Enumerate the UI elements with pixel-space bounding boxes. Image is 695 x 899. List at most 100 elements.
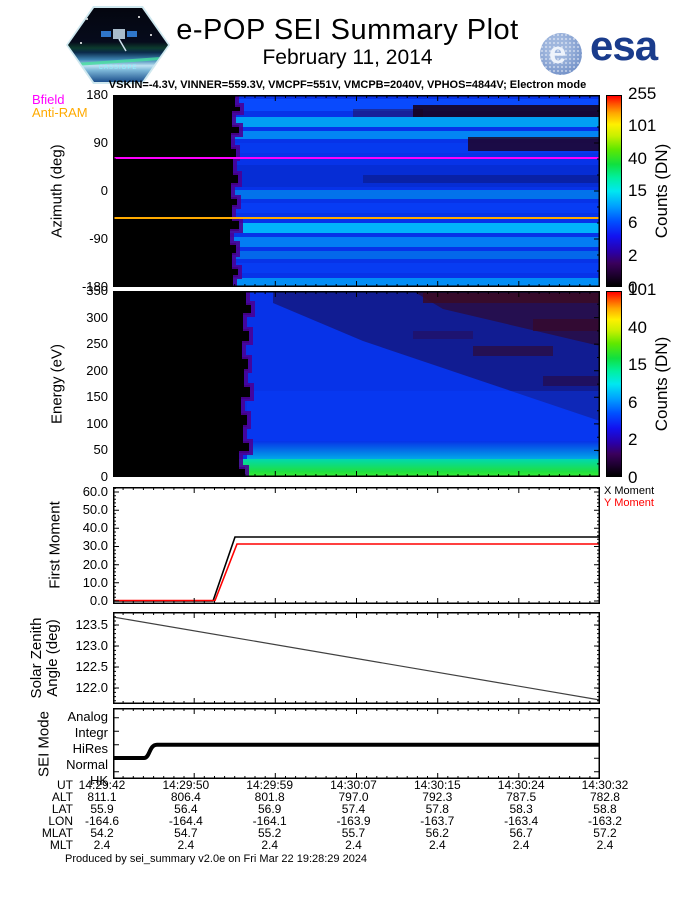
mlat-value: 55.2 <box>257 826 282 840</box>
mlat-value: 56.2 <box>425 826 449 840</box>
energy-ytick-labels: 350 300 250 200 150 100 50 0 <box>58 283 108 485</box>
first-moment-ytick: 30.0 <box>82 538 108 554</box>
first-moment-plot <box>113 487 600 604</box>
y-moment-line <box>113 543 600 602</box>
energy-ytick: 300 <box>86 309 108 325</box>
mlt-value: 2.4 <box>177 838 195 852</box>
energy-spectrogram <box>113 291 600 477</box>
lon-value: -164.6 <box>84 814 120 828</box>
lat-value: 58.8 <box>593 802 617 816</box>
ephemeris-row-values: 811.1 806.4 801.8 797.0 792.3 787.5 782.8 <box>62 791 645 803</box>
colorbar-tick: 255 <box>628 84 657 103</box>
lat-value: 56.9 <box>257 802 282 816</box>
colorbar-tick: 0 <box>628 467 638 487</box>
first-moment-ytick: 60.0 <box>82 484 108 499</box>
lat-value: 55.9 <box>90 802 114 816</box>
ephemeris-row-label: ALT <box>51 790 73 804</box>
legend-bfield: Bfield <box>32 92 65 107</box>
plot-date: February 11, 2014 <box>262 46 433 69</box>
azimuth-colorbar-ticks: 255 101 40 15 6 2 0 <box>628 84 676 297</box>
first-moment-ytick: 20.0 <box>82 556 108 572</box>
first-moment-ytick: 50.0 <box>82 502 108 518</box>
solar-zenith-ytick: 122.5 <box>75 659 108 674</box>
sei-mode-ytick: Analog <box>67 709 108 724</box>
esa-logo: e esa <box>540 22 680 76</box>
mlt-value: 2.4 <box>512 838 530 852</box>
ut-value: 14:29:50 <box>162 778 210 792</box>
solar-zenith-ytick-labels: 123.5 123.0 122.5 122.0 <box>58 617 108 696</box>
ephemeris-row-lat: LAT 55.9 56.4 56.9 57.4 57.8 58.3 58.8 <box>0 803 695 815</box>
azimuth-colorbar-label: Counts (DN) <box>652 143 671 239</box>
star-dot <box>150 34 152 36</box>
first-moment-ytick: 0.0 <box>89 592 108 608</box>
first-moment-ytick: 10.0 <box>82 574 108 590</box>
esa-logo-text: esa <box>590 22 658 69</box>
no-data-region <box>113 291 251 477</box>
sei-mode-plot <box>113 708 600 779</box>
solar-zenith-axis-label: Solar Zenith Angle (deg) <box>28 617 61 699</box>
ut-value: 14:29:42 <box>78 778 126 792</box>
lon-value: -164.4 <box>168 814 203 828</box>
energy-ytick: 200 <box>86 362 108 378</box>
energy-ytick: 100 <box>86 415 108 431</box>
alt-value: 797.0 <box>338 790 369 804</box>
colorbar-tick: 2 <box>628 245 638 265</box>
sei-mode-line <box>113 742 600 760</box>
mlat-value: 54.2 <box>90 826 114 840</box>
colorbar-tick: 2 <box>628 430 638 450</box>
sei-mode-ytick: Normal <box>66 757 108 772</box>
lat-value: 58.3 <box>509 802 533 816</box>
energy-ytick: 350 <box>86 283 108 298</box>
colorbar-tick: 6 <box>628 392 638 412</box>
ephemeris-row-label: LON <box>48 814 73 828</box>
mlt-value: 2.4 <box>596 838 614 852</box>
colorbar-tick: 40 <box>628 148 647 168</box>
ephemeris-row-ut: UT 14:29:42 14:29:50 14:29:59 14:30:07 14:30… <box>0 779 695 791</box>
azimuth-ytick: -180 <box>81 279 108 294</box>
legend-x-moment: X Moment <box>604 485 655 497</box>
ephemeris-row-values: 2.4 2.4 2.4 2.4 2.4 2.4 2.4 <box>62 839 645 851</box>
lon-value: -164.1 <box>252 814 287 828</box>
sei-mode-ytick: HiRes <box>72 741 108 756</box>
sei-mode-ytick: Integr <box>74 725 108 740</box>
lat-value: 56.4 <box>174 802 198 816</box>
ut-value: 14:30:32 <box>581 778 629 792</box>
page-title: e-POP SEI Summary Plot <box>176 14 519 46</box>
first-moment-ytick: 40.0 <box>82 520 108 536</box>
ephemeris-row-label: UT <box>57 778 73 792</box>
ephemeris-row-lon: LON -164.6 -164.4 -164.1 -163.9 -163.7 -163.4… <box>0 815 695 827</box>
voltage-settings-line: VSKIN=-4.3V, VINNER=559.3V, VMCPF=551V, … <box>108 79 587 91</box>
azimuth-ytick: 90 <box>93 135 108 150</box>
colorbar-tick: 0 <box>628 277 638 297</box>
mlt-value: 2.4 <box>345 838 362 852</box>
alt-value: 806.4 <box>170 790 201 804</box>
sei-mode-axis-label: SEI Mode <box>35 711 53 777</box>
mlt-value: 2.4 <box>428 838 446 852</box>
ut-value: 14:30:07 <box>330 778 377 792</box>
first-moment-legend: X Moment Y Moment <box>604 485 654 509</box>
esa-globe-icon: e <box>540 33 582 75</box>
satellite-icon <box>101 29 137 52</box>
colorbar-tick: 101 <box>628 116 657 136</box>
ephemeris-row-values: 14:29:42 14:29:50 14:29:59 14:30:07 14:30:15… <box>62 779 645 791</box>
star-dot <box>138 16 140 18</box>
ut-value: 14:30:15 <box>413 778 461 792</box>
alt-value: 792.3 <box>422 790 453 804</box>
ut-value: 14:30:24 <box>497 778 545 792</box>
first-moment-ytick-labels: 60.0 50.0 40.0 30.0 20.0 10.0 0.0 <box>58 484 108 609</box>
ephemeris-row-label: MLT <box>49 838 73 852</box>
energy-ytick: 50 <box>93 442 108 458</box>
azimuth-ytick-labels: 180 90 0 -90 -180 <box>58 87 108 295</box>
colorbar-tick: 6 <box>628 213 638 233</box>
solar-zenith-axis-label-line1: Solar Zenith <box>28 617 45 699</box>
esa-e-glyph: e <box>549 35 567 70</box>
colorbar-tick: 15 <box>628 180 647 200</box>
ephemeris-row-values: -164.6 -164.4 -164.1 -163.9 -163.7 -163.4 -163… <box>62 815 645 827</box>
azimuth-colorbar <box>606 95 622 287</box>
energy-ytick: 250 <box>86 336 108 352</box>
mlt-value: 2.4 <box>93 838 111 852</box>
energy-ytick: 0 <box>100 468 108 484</box>
alt-value: 782.8 <box>589 790 620 804</box>
ephemeris-row-mlat: MLAT 54.2 54.7 55.2 55.7 56.2 56.7 57.2 <box>0 827 695 839</box>
lat-value: 57.4 <box>341 802 366 816</box>
